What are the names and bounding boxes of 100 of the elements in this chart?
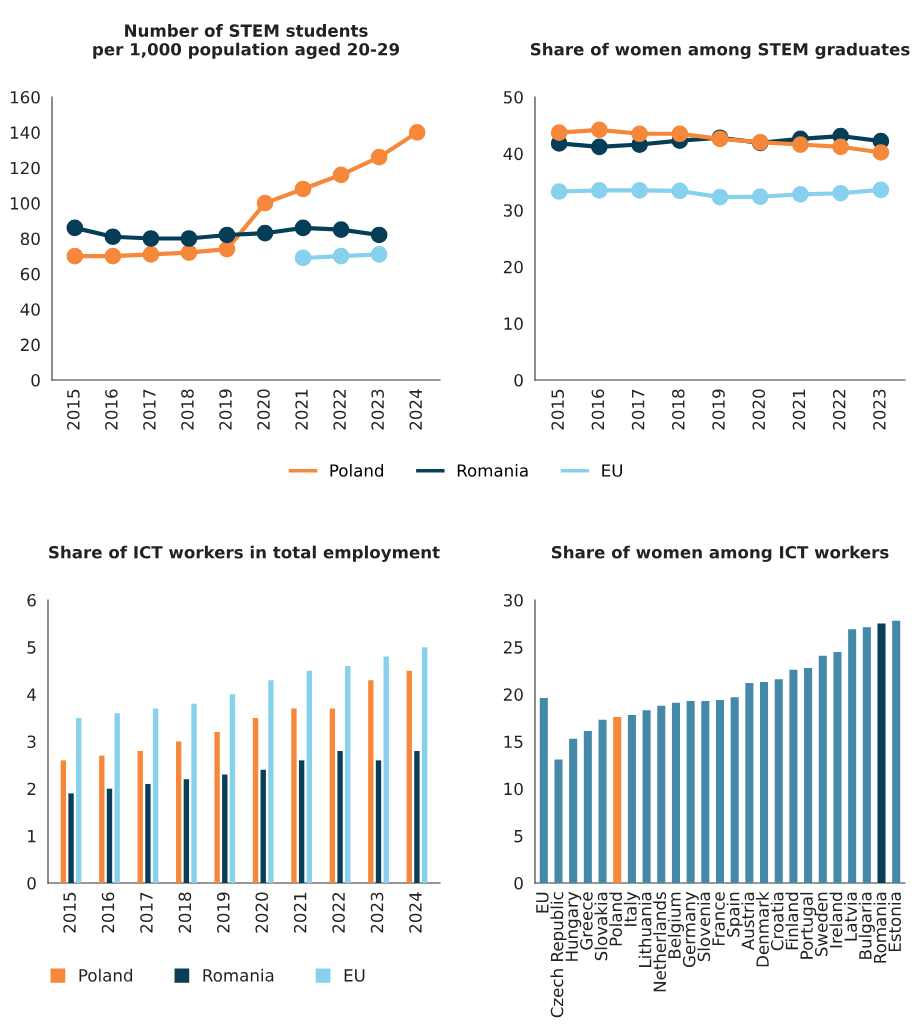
y-tick-label: 20 <box>503 260 523 274</box>
point <box>671 125 689 143</box>
point <box>671 182 689 200</box>
point <box>751 188 769 205</box>
x-tick-label: 2020 <box>752 389 766 430</box>
x-tick-label: 2018 <box>181 389 194 430</box>
point <box>142 230 160 247</box>
x-tick-label: Romania <box>873 892 887 963</box>
point <box>180 244 198 261</box>
point <box>332 247 350 265</box>
x-tick-label: 2019 <box>712 389 725 430</box>
x-tick-label: 2024 <box>409 892 422 933</box>
y-tick-label: 1 <box>28 830 36 843</box>
y-tick-label: 3 <box>27 735 36 749</box>
point <box>104 247 122 265</box>
x-tick-label: Germany <box>682 891 699 967</box>
point <box>550 124 568 141</box>
legend-label: EU <box>344 969 365 982</box>
bar <box>137 750 143 883</box>
x-tick-label: Spain <box>726 892 743 937</box>
x-tick-label: 2017 <box>631 389 645 430</box>
x-tick-label: 2023 <box>371 389 384 430</box>
bar <box>145 783 151 883</box>
bar <box>715 699 725 883</box>
chart-title: Number of STEM students per 1,000 population aged 20-29 <box>93 24 400 59</box>
x-tick-label: Slovakia <box>594 892 608 961</box>
bar <box>337 750 343 883</box>
x-tick-label: Ireland <box>829 892 843 948</box>
legend-label: EU <box>602 464 623 477</box>
x-tick-label: 2016 <box>101 892 115 933</box>
chart-title: Share of ICT workers in total employment <box>49 545 440 562</box>
x-tick-label: Croatia <box>770 892 784 951</box>
x-tick-label: 2020 <box>255 892 269 933</box>
y-tick-label: 120 <box>10 161 40 175</box>
bar <box>68 793 74 883</box>
bar <box>627 715 636 883</box>
y-tick-label: 0 <box>514 876 523 890</box>
x-tick-label: 2020 <box>257 389 270 430</box>
x-tick-label: 2017 <box>140 892 153 933</box>
bar <box>877 623 886 883</box>
y-tick-label: 25 <box>503 641 523 654</box>
legend-label: Romania <box>203 968 274 982</box>
chart-title: Share of women among STEM graduates <box>530 42 910 59</box>
bar <box>554 759 563 883</box>
x-tick-label: 2023 <box>370 892 384 933</box>
point <box>66 219 84 237</box>
y-tick-label: 4 <box>27 688 36 701</box>
bar <box>730 697 739 883</box>
bar <box>583 731 592 883</box>
x-tick-label: 2015 <box>551 389 564 430</box>
point <box>294 219 312 237</box>
point <box>408 124 426 141</box>
bar <box>804 667 813 883</box>
y-tick-label: 5 <box>514 830 523 843</box>
legend-label: Poland <box>330 463 383 477</box>
point <box>370 246 388 263</box>
y-tick-label: 0 <box>31 373 40 387</box>
x-tick-label: 2021 <box>293 892 307 933</box>
point <box>370 226 388 244</box>
x-tick-label: Slovenia <box>697 892 711 962</box>
point <box>256 194 274 212</box>
chart-title: Share of women among ICT workers <box>551 545 889 562</box>
bar <box>701 700 710 883</box>
bar <box>368 680 374 883</box>
x-tick-label: Sweden <box>814 892 828 957</box>
point <box>711 188 729 206</box>
bar <box>152 708 159 883</box>
bar <box>421 647 428 883</box>
y-tick-label: 2 <box>27 782 36 795</box>
bar <box>99 755 105 883</box>
y-tick-label: 20 <box>503 688 523 701</box>
point <box>370 148 388 166</box>
point <box>631 182 648 199</box>
y-tick-label: 160 <box>10 90 40 104</box>
bar <box>214 732 220 883</box>
bar <box>569 738 578 883</box>
x-tick-label: Netherlands <box>653 892 667 992</box>
legend-label: Poland <box>79 968 133 982</box>
y-tick-label: 20 <box>20 338 40 352</box>
bar <box>60 760 67 883</box>
x-tick-label: 2015 <box>67 389 80 430</box>
x-tick-label: EU <box>536 892 549 913</box>
point <box>591 121 608 139</box>
bar <box>222 774 228 883</box>
bar <box>613 716 622 883</box>
x-tick-label: Poland <box>609 892 623 946</box>
bar <box>76 717 82 883</box>
bar <box>414 750 420 883</box>
x-tick-label: 2021 <box>295 389 308 430</box>
bar <box>260 769 266 883</box>
point <box>872 144 890 161</box>
bar <box>892 620 901 883</box>
bar <box>671 702 680 883</box>
x-tick-label: 2017 <box>143 389 156 430</box>
point <box>591 138 608 156</box>
bar <box>598 719 607 883</box>
point <box>832 138 849 156</box>
bar <box>345 666 351 883</box>
x-tick-label: 2018 <box>672 389 685 430</box>
point <box>294 249 312 267</box>
